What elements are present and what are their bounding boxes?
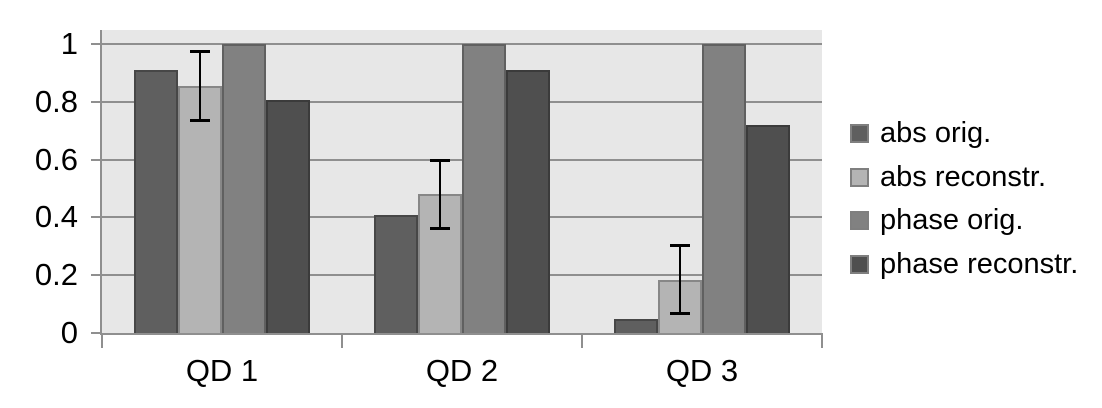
y-tick-label: 0.4	[34, 199, 78, 234]
legend-key-swatch	[850, 124, 869, 144]
y-axis-tick	[91, 101, 102, 103]
legend-label: phase reconstr.	[880, 247, 1079, 280]
y-tick-label: 0.8	[34, 84, 78, 119]
legend: abs orig. abs reconstr. phase orig. phase r…	[850, 112, 1078, 286]
error-bar-cap-top	[670, 244, 690, 247]
y-axis-tick	[91, 43, 102, 45]
bar-abs-reconstr-qd-1	[178, 86, 222, 333]
legend-key-swatch	[850, 254, 869, 274]
y-axis-tick	[91, 274, 102, 276]
x-axis-tick	[581, 333, 583, 348]
y-axis-tick	[91, 159, 102, 161]
bar-abs-orig-qd-1	[134, 70, 178, 333]
bar-phase-reconstr-qd-1	[266, 100, 310, 333]
error-bar-cap-top	[430, 159, 450, 162]
legend-label: abs reconstr.	[880, 160, 1047, 193]
error-bar-line	[679, 245, 681, 314]
category-label: QD 1	[185, 353, 259, 388]
legend-item: phase orig.	[850, 199, 1078, 243]
category-label: QD 3	[665, 353, 739, 388]
error-bar-line	[439, 160, 441, 229]
bar-phase-reconstr-qd-3	[746, 125, 790, 333]
bar-phase-orig-qd-3	[702, 44, 746, 333]
error-bar-cap-bottom	[190, 119, 210, 122]
category-label: QD 2	[425, 353, 499, 388]
plot-area	[100, 30, 822, 335]
legend-label: phase orig.	[880, 204, 1024, 237]
legend-item: abs reconstr.	[850, 156, 1078, 200]
error-bar-cap-bottom	[670, 312, 690, 315]
x-axis-tick	[101, 333, 103, 348]
bar-phase-orig-qd-2	[462, 44, 506, 333]
bar-phase-orig-qd-1	[222, 44, 266, 333]
x-axis-tick	[821, 333, 823, 348]
legend-key-swatch	[850, 167, 869, 187]
legend-label: abs orig.	[880, 117, 992, 150]
legend-item: phase reconstr.	[850, 243, 1078, 287]
error-bar-cap-bottom	[430, 227, 450, 230]
bar-abs-orig-qd-3	[614, 319, 658, 333]
bar-phase-reconstr-qd-2	[506, 70, 550, 333]
y-axis-tick	[91, 332, 102, 334]
legend-item: abs orig.	[850, 112, 1078, 156]
y-axis-tick	[91, 216, 102, 218]
y-tick-label: 0	[60, 315, 78, 350]
y-tick-label: 1	[60, 26, 78, 61]
bar-abs-orig-qd-2	[374, 215, 418, 333]
y-tick-label: 0.2	[34, 257, 78, 292]
error-bar-line	[199, 51, 201, 121]
x-axis-tick	[341, 333, 343, 348]
error-bar-cap-top	[190, 50, 210, 53]
bar-abs-reconstr-qd-2	[418, 194, 462, 333]
legend-key-swatch	[850, 211, 869, 231]
y-tick-label: 0.6	[34, 142, 78, 177]
